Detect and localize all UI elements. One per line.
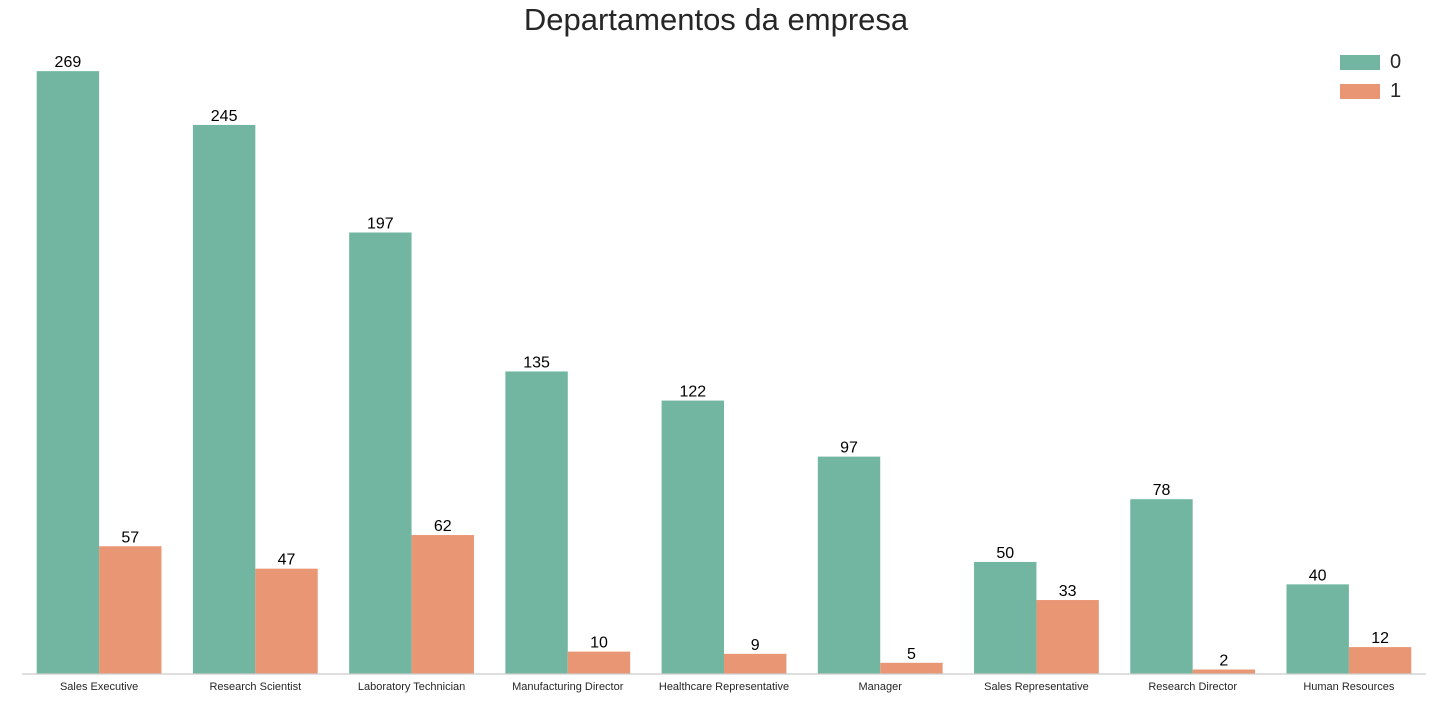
value-label-1-2: 62 [434,518,452,535]
bar-0-5 [817,456,881,674]
legend-item-1: 1 [1340,77,1401,106]
bars-group [36,71,1412,674]
legend-label-0: 0 [1390,51,1402,73]
x-tick-label-2: Laboratory Technician [358,681,465,693]
bar-1-2 [411,535,474,674]
legend-item-0: 0 [1340,48,1401,77]
legend: 0 1 [1340,48,1401,106]
value-label-0-0: 269 [55,54,82,71]
value-label-1-0: 57 [121,529,139,546]
x-tick-label-6: Sales Representative [984,681,1089,693]
bar-0-7 [1130,499,1193,674]
x-tick-labels-group: Sales Executive Research Scientist Laborat… [60,681,1395,693]
value-label-0-4: 122 [679,384,706,401]
value-label-1-5: 5 [907,646,916,663]
value-label-0-5: 97 [840,440,858,457]
bar-0-0 [36,71,100,674]
bar-1-1 [255,568,318,674]
legend-swatch-0 [1340,55,1380,70]
value-label-0-2: 197 [367,215,394,232]
bar-1-0 [99,546,162,674]
bar-0-1 [192,124,256,674]
x-tick-label-1: Research Scientist [209,681,301,693]
x-tick-label-4: Healthcare Representative [659,681,789,693]
value-label-0-3: 135 [523,354,550,371]
bar-0-6 [974,561,1037,674]
bar-0-8 [1286,584,1349,674]
bar-1-8 [1348,647,1412,674]
value-label-1-4: 9 [751,637,760,654]
x-tick-label-7: Research Director [1148,681,1237,693]
value-label-1-1: 47 [278,552,296,569]
chart-title: Departamentos da empresa [523,2,909,37]
value-label-0-7: 78 [1153,482,1171,499]
bar-1-5 [880,662,943,674]
value-label-1-6: 33 [1059,583,1077,600]
value-labels-group: 269 57 245 47 197 62 135 10 122 9 97 5 50 33 78 2 40 12 [55,54,1390,669]
value-label-0-8: 40 [1309,567,1327,584]
value-label-0-1: 245 [211,108,238,125]
legend-label-1: 1 [1390,80,1402,102]
bar-0-4 [661,400,724,674]
value-label-1-3: 10 [590,635,608,652]
bar-1-6 [1036,600,1099,674]
bar-0-2 [349,232,412,674]
x-tick-label-8: Human Resources [1303,681,1395,693]
value-label-1-7: 2 [1219,653,1228,670]
x-tick-label-0: Sales Executive [60,681,138,693]
bar-1-3 [567,651,631,674]
bar-1-4 [724,653,787,674]
value-label-0-6: 50 [996,545,1014,562]
legend-swatch-1 [1340,84,1380,99]
x-tick-label-5: Manager [859,681,903,693]
bar-1-7 [1192,669,1256,674]
bar-0-3 [505,371,568,674]
value-label-1-8: 12 [1371,630,1389,647]
x-tick-label-3: Manufacturing Director [512,681,624,693]
